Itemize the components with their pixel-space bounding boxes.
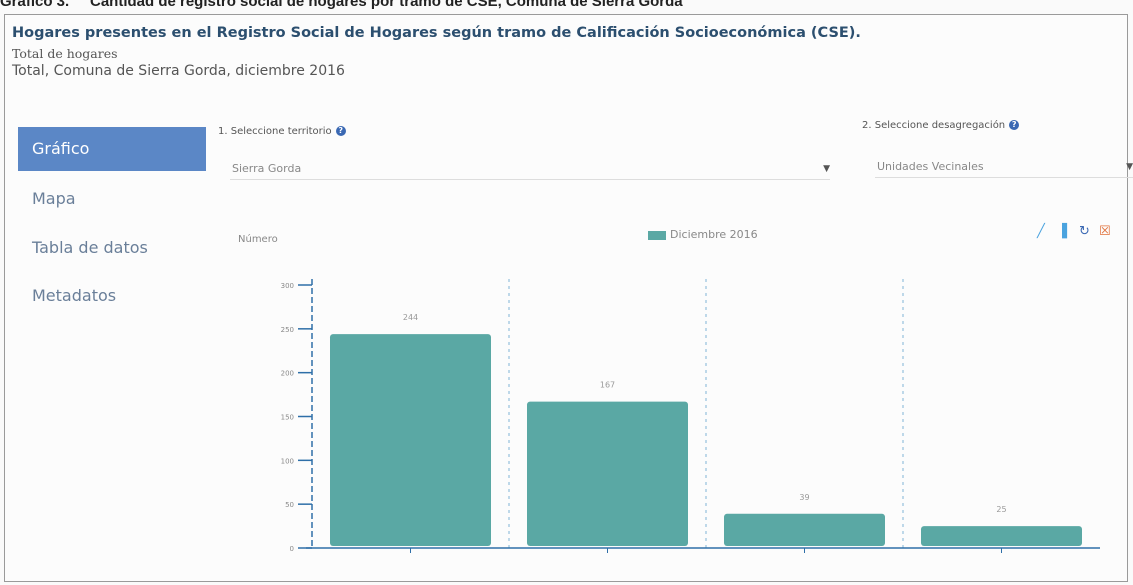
line-chart-icon[interactable]: ╱ <box>1037 224 1045 239</box>
chart-toolbar: ╱ ▐ ↻ ☒ <box>1037 224 1117 240</box>
legend-swatch <box>648 230 666 240</box>
page-subtitle-territory: Total, Comuna de Sierra Gorda, diciembre… <box>12 63 345 79</box>
refresh-icon[interactable]: ↻ <box>1079 224 1090 239</box>
nav-item-grafico[interactable]: Gráfico <box>18 127 206 171</box>
download-icon[interactable]: ☒ <box>1099 224 1111 239</box>
territory-label-text: 1. Seleccione territorio <box>218 126 332 137</box>
chart-legend[interactable]: Diciembre 2016 <box>648 228 758 241</box>
territory-label: 1. Seleccione territorio? <box>218 126 346 137</box>
figure-caption-prefix: Gráfico 3. <box>0 0 70 10</box>
y-axis-title: Número <box>238 234 278 245</box>
disaggregation-label: 2. Seleccione desagregación? <box>862 120 1020 131</box>
chevron-down-icon: ▼ <box>1126 162 1133 172</box>
help-icon[interactable]: ? <box>1009 120 1020 130</box>
figure-caption-text: Cantidad de registro social de hogares p… <box>90 0 683 10</box>
nav-item-metadatos[interactable]: Metadatos <box>32 286 117 305</box>
disaggregation-label-text: 2. Seleccione desagregación <box>862 120 1006 131</box>
help-icon[interactable]: ? <box>335 126 346 136</box>
bar-chart-icon[interactable]: ▐ <box>1057 224 1067 239</box>
nav-item-tabla-de-datos[interactable]: Tabla de datos <box>32 238 148 257</box>
disaggregation-select-value: Unidades Vecinales <box>877 160 984 173</box>
territory-select[interactable]: Sierra Gorda ▼ <box>230 158 830 180</box>
territory-select-value: Sierra Gorda <box>232 162 302 175</box>
report-panel <box>4 14 1128 582</box>
disaggregation-select[interactable]: Unidades Vecinales ▼ <box>875 156 1133 178</box>
chevron-down-icon: ▼ <box>823 164 830 174</box>
page-subtitle-total: Total de hogares <box>12 46 118 61</box>
nav-item-mapa[interactable]: Mapa <box>32 189 76 208</box>
figure-caption: Gráfico 3. Cantidad de registro social d… <box>0 0 1133 14</box>
page-title: Hogares presentes en el Registro Social … <box>12 25 861 41</box>
legend-label: Diciembre 2016 <box>670 228 758 241</box>
